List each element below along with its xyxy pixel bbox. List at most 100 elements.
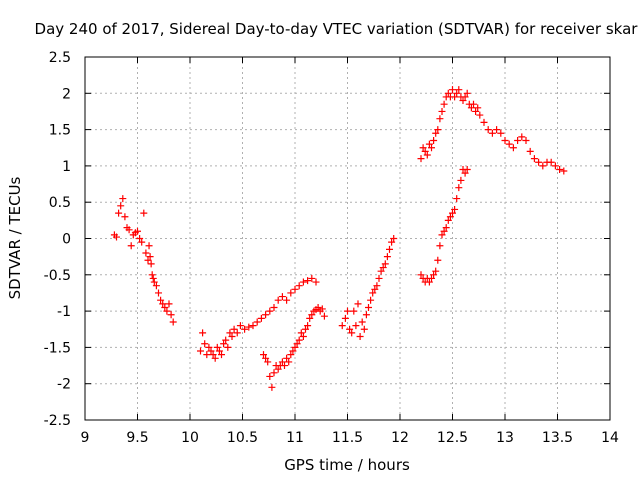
data-point-arc-6 (434, 126, 442, 134)
data-point-arc-6 (472, 107, 480, 115)
data-point-arc-3 (308, 311, 316, 319)
data-point-arc-3 (297, 329, 305, 337)
data-point-arc-6 (461, 93, 469, 101)
data-point-arc-2 (218, 351, 225, 359)
data-point-arc-6 (518, 133, 526, 141)
data-point-arc-4 (346, 325, 354, 333)
data-point-arc-1 (125, 226, 133, 234)
data-point-arc-5 (438, 231, 446, 239)
data-point-arc-1 (169, 318, 177, 326)
data-point-arc-6 (421, 147, 429, 155)
data-point-arc-5 (451, 205, 459, 213)
data-point-arc-6 (505, 140, 513, 148)
data-point-arc-1 (167, 311, 175, 319)
x-tick-label: 12 (391, 430, 409, 446)
data-point-arc-5 (453, 195, 461, 203)
data-point-arc-5 (455, 184, 463, 192)
data-point-arc-2 (287, 289, 295, 297)
data-point-arc-2 (230, 325, 238, 333)
data-point-arc-2 (222, 336, 230, 344)
data-point-arc-2 (299, 278, 307, 286)
data-point-arc-4 (383, 253, 391, 261)
data-point-arc-2 (262, 311, 270, 319)
data-point-arc-4 (360, 325, 368, 333)
data-point-arc-5 (434, 256, 442, 264)
data-point-arc-6 (522, 136, 530, 144)
data-point-arc-3 (283, 354, 291, 362)
data-point-arc-5 (446, 213, 454, 221)
data-point-arc-6 (556, 166, 564, 174)
data-point-arc-1 (140, 209, 148, 217)
y-tick-label: -2 (57, 377, 71, 393)
y-tick-label: 1.5 (49, 123, 71, 139)
data-point-arc-1 (149, 274, 157, 282)
data-point-arc-6 (530, 155, 538, 163)
data-point-arc-6 (449, 86, 456, 94)
data-point-arc-6 (480, 118, 488, 126)
data-point-arc-5 (428, 274, 435, 282)
data-point-arc-1 (117, 202, 125, 210)
data-point-arc-2 (266, 307, 274, 315)
data-point-arc-2 (304, 277, 312, 285)
data-point-arc-3 (293, 340, 301, 348)
data-point-arc-2 (209, 351, 217, 359)
data-point-arc-6 (514, 136, 522, 144)
x-tick-label: 9 (81, 430, 90, 446)
data-point-arc-2 (197, 347, 204, 355)
data-point-arc-2 (203, 351, 211, 359)
x-tick-label: 9.5 (126, 430, 148, 446)
data-point-arc-5 (457, 176, 465, 184)
data-point-arc-3 (295, 336, 303, 344)
y-axis-label: SDTVAR / TECUs (6, 176, 24, 299)
data-point-arc-3 (289, 347, 297, 355)
data-point-arc-1 (134, 227, 141, 235)
x-tick-label: 11.5 (332, 430, 363, 446)
data-point-arc-6 (509, 144, 517, 152)
data-point-arc-3 (314, 303, 322, 311)
data-point-arc-2 (245, 323, 253, 331)
data-point-arc-3 (320, 312, 328, 320)
x-tick-label: 10.5 (227, 430, 258, 446)
data-point-arc-3 (268, 383, 276, 391)
data-point-arc-6 (423, 151, 431, 159)
data-point-arc-1 (150, 278, 158, 286)
data-point-arc-1 (155, 289, 162, 297)
data-point-arc-1 (115, 209, 123, 217)
y-tick-label: 0.5 (49, 195, 71, 211)
data-point-arc-6 (432, 129, 440, 137)
data-point-arc-3 (270, 369, 278, 377)
y-tick-label: -1 (57, 304, 71, 320)
data-point-arc-6 (474, 104, 482, 112)
data-point-arc-3 (285, 358, 293, 366)
data-point-arc-2 (213, 343, 221, 351)
data-point-arc-3 (318, 305, 326, 313)
data-point-arc-4 (354, 300, 362, 308)
y-tick-label: 2.5 (49, 50, 71, 66)
data-point-arc-1 (152, 282, 160, 290)
data-point-arc-6 (539, 162, 547, 170)
data-point-arc-3 (302, 325, 309, 333)
x-tick-label: 11 (286, 430, 304, 446)
data-point-arc-6 (463, 89, 471, 97)
data-point-arc-5 (436, 242, 444, 250)
data-point-arc-6 (493, 126, 501, 134)
data-point-arc-4 (375, 274, 383, 282)
data-point-arc-4 (377, 267, 385, 275)
data-point-arc-6 (488, 129, 496, 137)
data-point-arc-2 (205, 343, 213, 351)
data-point-arc-4 (362, 311, 370, 319)
data-point-arc-2 (257, 314, 265, 322)
data-point-arc-6 (451, 93, 459, 101)
data-point-arc-6 (547, 158, 555, 166)
data-point-arc-3 (262, 354, 270, 362)
data-point-arc-3 (278, 358, 286, 366)
data-point-arc-2 (241, 325, 249, 333)
data-point-arc-4 (341, 314, 349, 322)
data-point-arc-2 (228, 333, 236, 341)
data-point-arc-5 (440, 227, 448, 235)
data-point-arc-2 (215, 347, 223, 355)
data-point-arc-6 (419, 144, 427, 152)
data-point-arc-3 (299, 333, 307, 341)
data-point-arc-6 (560, 167, 568, 175)
